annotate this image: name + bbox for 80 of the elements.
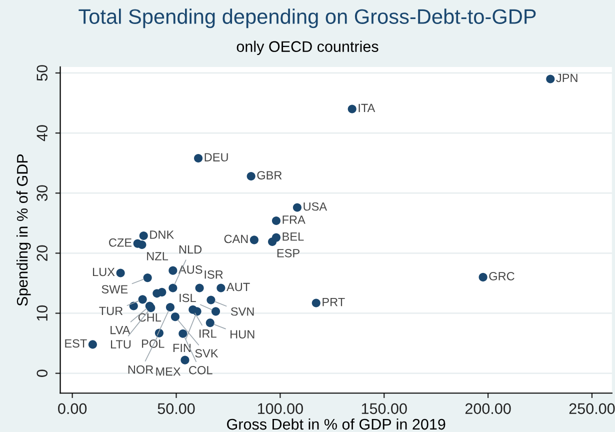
point [158,288,166,296]
annotation: SWE [102,285,128,294]
annotation: PRT [322,298,345,306]
y-tick-label: 50 [36,65,48,81]
annotation: MEX [156,367,181,376]
annotation: AUT [226,282,250,292]
annotation: ITA [358,104,376,112]
x-tick-label: 200.00 [465,403,511,414]
annotation: AUS [178,265,202,274]
annotation: FIN [173,344,191,352]
point [170,312,180,322]
point [192,307,202,316]
point [88,340,97,349]
annotation: IRL [200,330,216,338]
point [546,74,555,84]
point [246,172,256,181]
point [211,307,220,316]
x-tick-label: 250.00 [569,403,615,414]
point [178,329,188,338]
annotation: ESP [277,249,300,258]
point [168,266,178,275]
point [116,268,125,278]
annotation: LVA [110,326,130,334]
annotation: COL [189,366,212,374]
point [292,203,302,212]
annotation: SVN [230,307,254,316]
point [194,154,203,163]
chart-subtitle: only OECD countries [236,40,378,56]
annotation: ISR [204,270,223,279]
x-tick-label: 0.00 [58,403,87,414]
annotation: DEU [204,153,228,162]
point [348,104,356,114]
point [168,284,178,292]
chart-title: Total Spending depending on Gross-Debt-to-GDP [78,8,536,28]
annotation: HUN [230,330,254,339]
y-axis-title: Spending in % of GDP [16,154,31,306]
point [250,236,258,244]
point [139,231,148,240]
y-tick-label: 0 [36,370,48,377]
annotation: USA [304,202,328,211]
point [138,295,147,304]
point [143,274,152,282]
annotation: SVK [195,349,218,358]
annotation: NOR [128,365,154,374]
annotation: LTU [110,340,131,348]
annotation: LUX [92,268,115,276]
x-axis-title: Gross Debt in % of GDP in 2019 [227,418,446,430]
annotation: DNK [150,230,174,239]
x-tick-label: 150.00 [362,403,407,414]
annotation: GBR [257,171,282,180]
point [166,302,175,312]
annotation: FRA [282,216,306,224]
point [206,318,214,328]
point [272,216,281,226]
y-tick-label: 10 [36,305,48,321]
annotation: TUR [99,306,123,316]
point [138,240,146,250]
y-tick-label: 30 [36,185,48,202]
annotation: POL [142,340,164,348]
annotation: NZL [147,252,168,260]
annotation: BEL [282,232,304,241]
point [478,272,488,282]
annotation: GRC [489,272,514,280]
annotation: EST [65,339,87,348]
annotation: NLD [179,245,202,254]
point [216,284,226,292]
point [268,237,277,246]
y-tick-label: 40 [36,125,48,142]
x-tick-label: 50.00 [158,403,195,414]
point [180,356,190,364]
annotation: ISL [180,294,196,302]
point [312,298,320,308]
annotation: CAN [224,234,248,244]
point [195,284,204,292]
annotation: JPN [556,74,578,82]
x-tick-label: 100.00 [258,403,303,414]
y-tick-label: 20 [36,245,48,261]
point [206,296,216,304]
annotation: CZE [109,238,132,247]
annotation: CHL [138,313,162,322]
